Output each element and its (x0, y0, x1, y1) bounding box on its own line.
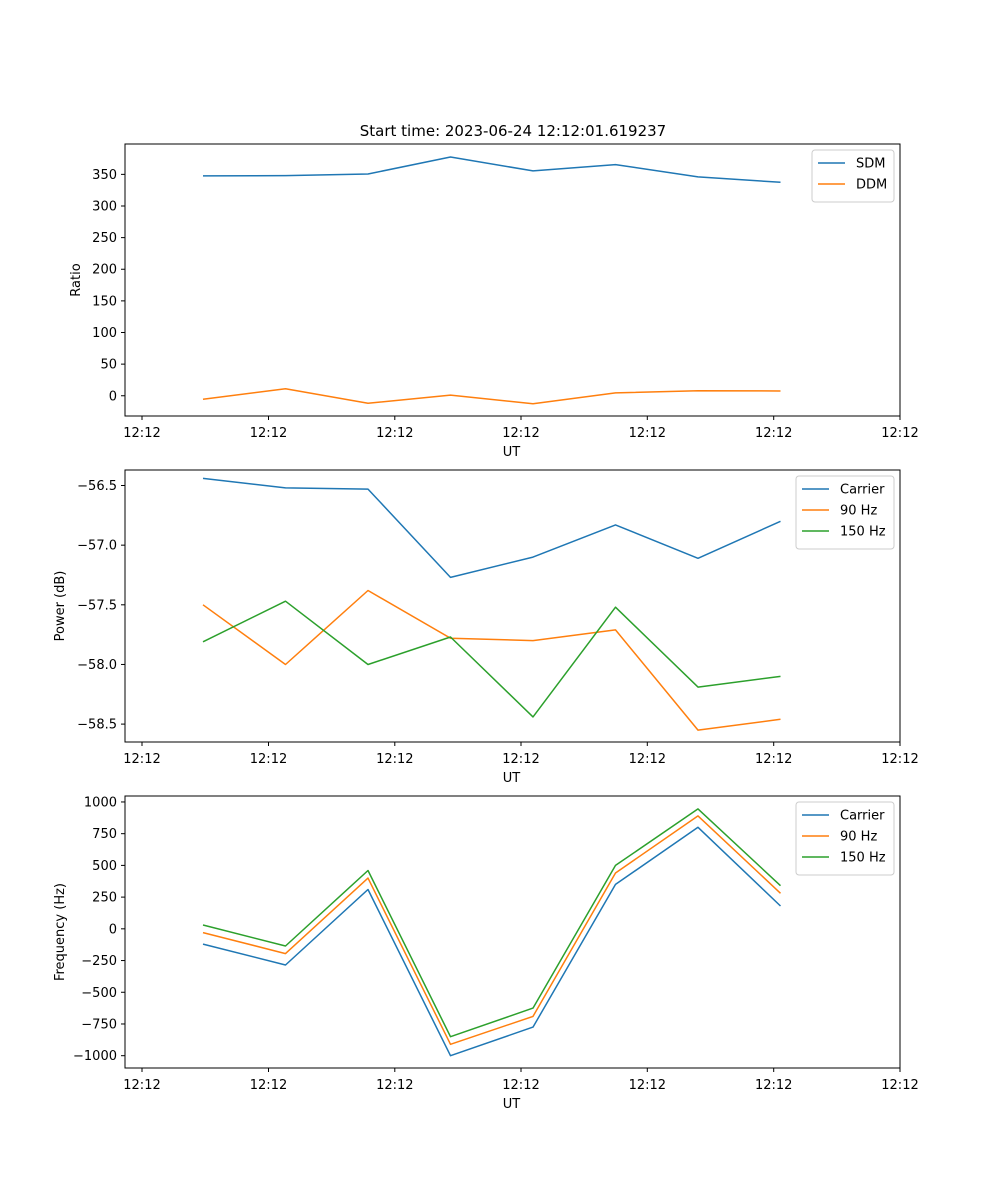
ratio-panel: 12:12 12:12 12:12 12:12 12:12 12:12 12:12 0 50 10… (69, 143, 919, 460)
x-tick-label: 12:12 (881, 752, 918, 767)
legend-label: 150 Hz (840, 525, 886, 540)
y-tick-label: 300 (92, 199, 117, 214)
y-tick-label: 50 (100, 358, 117, 373)
x-tick-label: 12:12 (629, 426, 666, 441)
series-line (202, 589, 781, 731)
series-line (202, 600, 781, 718)
series-line (202, 477, 781, 579)
figure-title: Start time: 2023-06-24 12:12:01.619237 (360, 122, 666, 140)
series-line (202, 815, 782, 1046)
plot-frame (124, 795, 901, 1069)
legend-label: 150 Hz (840, 851, 886, 866)
y-tick-label: −57.0 (77, 539, 117, 554)
x-axis-label: UT (503, 1097, 521, 1112)
x-tick-label: 12:12 (376, 752, 413, 767)
x-axis-label: UT (503, 445, 521, 460)
x-tick-label: 12:12 (123, 426, 160, 441)
legend-label: SDM (856, 157, 885, 172)
y-tick-label: 350 (92, 168, 117, 183)
y-tick-label: 500 (92, 859, 117, 874)
frequency-panel: 12:12 12:12 12:12 12:12 12:12 12:12 12:12 1000 7… (53, 795, 919, 1112)
x-axis-label: UT (503, 771, 521, 786)
x-tick-label: 12:12 (250, 1078, 287, 1093)
legend-label: 90 Hz (840, 504, 877, 519)
series-line (202, 388, 781, 405)
x-tick-label: 12:12 (502, 1078, 539, 1093)
y-tick-label: 1000 (84, 795, 117, 810)
legend-label: Carrier (840, 809, 885, 824)
x-tick-label: 12:12 (250, 426, 287, 441)
legend: SDM DDM (811, 149, 895, 203)
x-tick-label: 12:12 (376, 1078, 413, 1093)
y-tick-label: −57.5 (77, 598, 117, 613)
legend-label: 90 Hz (840, 830, 877, 845)
x-tick-label: 12:12 (123, 752, 160, 767)
x-tick-label: 12:12 (502, 752, 539, 767)
x-tick-label: 12:12 (755, 752, 792, 767)
y-tick-label: −1000 (73, 1049, 117, 1064)
y-tick-label: −500 (81, 986, 117, 1001)
x-tick-label: 12:12 (755, 1078, 792, 1093)
series-line (202, 826, 782, 1057)
legend: Carrier 90 Hz 150 Hz (795, 475, 895, 550)
x-tick-label: 12:12 (250, 752, 287, 767)
y-axis-label: Power (dB) (53, 571, 68, 642)
legend-label: DDM (856, 178, 887, 193)
x-tick-label: 12:12 (502, 426, 539, 441)
y-tick-label: −56.5 (77, 479, 117, 494)
plot-frame (124, 469, 901, 743)
plot-frame (124, 143, 901, 417)
y-tick-label: −58.0 (77, 658, 117, 673)
y-tick-label: −58.5 (77, 718, 117, 733)
legend-label: Carrier (840, 483, 885, 498)
y-tick-label: 100 (92, 326, 117, 341)
series-line (202, 156, 781, 184)
y-axis-label: Frequency (Hz) (53, 883, 68, 981)
y-tick-label: 200 (92, 263, 117, 278)
legend: Carrier 90 Hz 150 Hz (795, 801, 895, 876)
y-tick-label: 150 (92, 294, 117, 309)
x-tick-label: 12:12 (881, 426, 918, 441)
y-tick-label: 250 (92, 231, 117, 246)
x-tick-label: 12:12 (376, 426, 413, 441)
y-tick-label: −750 (81, 1017, 117, 1032)
y-axis-label: Ratio (69, 263, 84, 296)
y-tick-label: −250 (81, 954, 117, 969)
y-tick-label: 250 (92, 891, 117, 906)
power-panel: 12:12 12:12 12:12 12:12 12:12 12:12 12:12 −56.5… (53, 469, 919, 786)
x-tick-label: 12:12 (629, 1078, 666, 1093)
y-tick-label: 0 (109, 389, 117, 404)
x-tick-label: 12:12 (123, 1078, 160, 1093)
x-tick-label: 12:12 (629, 752, 666, 767)
y-tick-label: 0 (109, 922, 117, 937)
x-tick-label: 12:12 (755, 426, 792, 441)
x-tick-label: 12:12 (881, 1078, 918, 1093)
y-tick-label: 750 (92, 827, 117, 842)
series-line (202, 808, 782, 1038)
